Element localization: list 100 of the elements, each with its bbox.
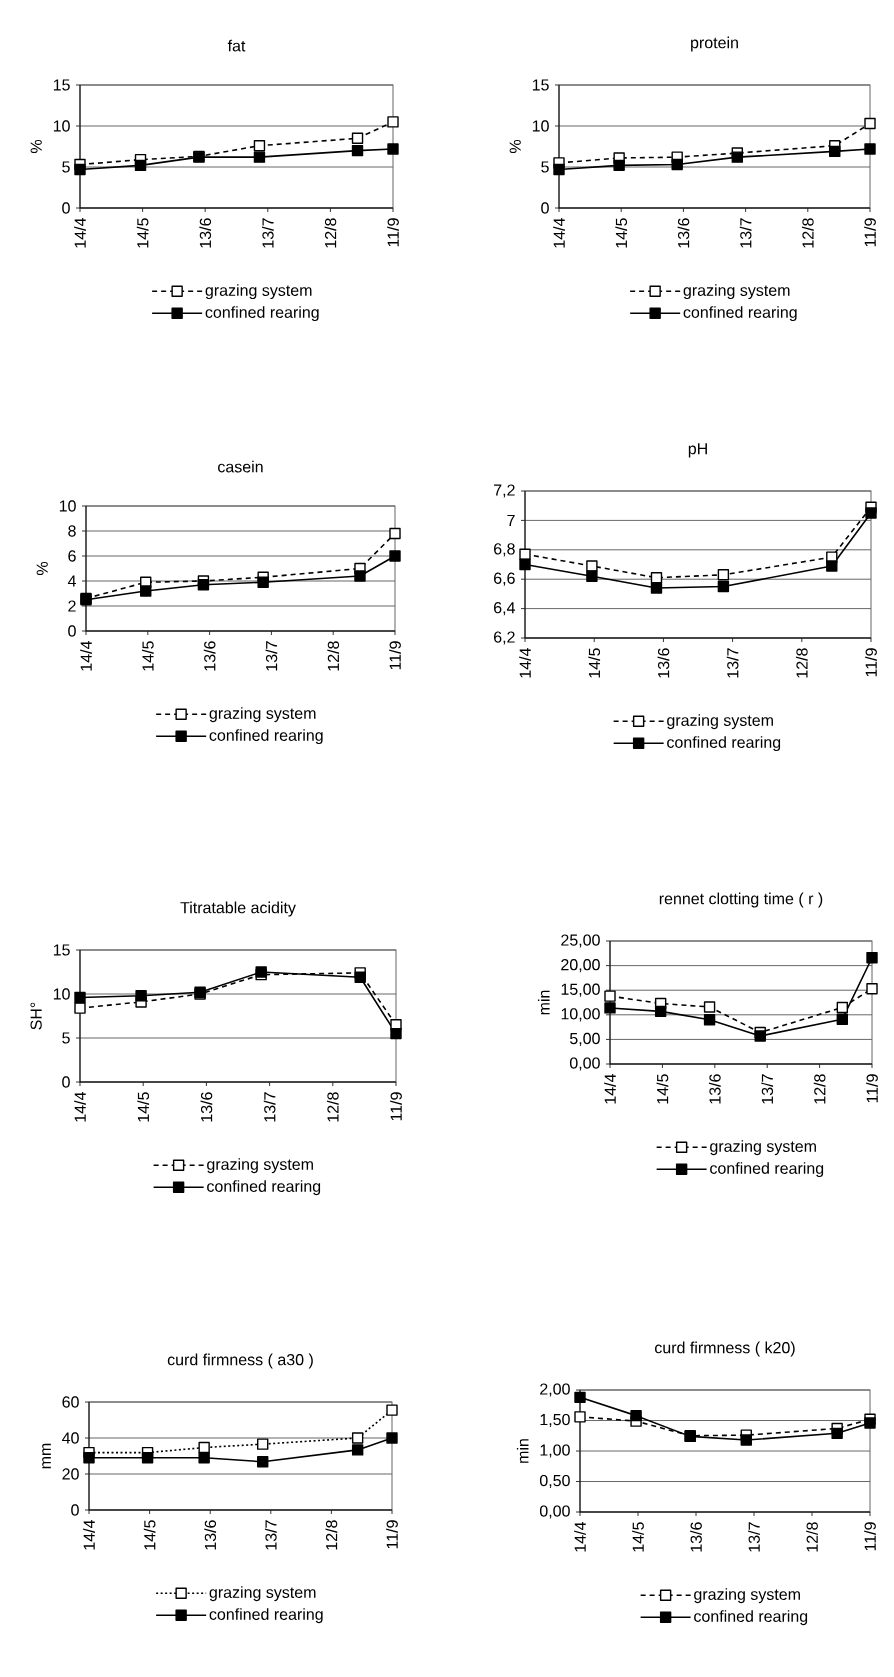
y-tick-label: 60 [62,1396,79,1408]
x-tick-label: 12/8 [327,641,340,671]
x-tick-label: 14/4 [604,1074,616,1104]
x-tick-label: 13/6 [200,1092,213,1122]
x-tick-label: 14/5 [615,218,628,248]
y-tick-label: 8 [68,525,76,537]
legend-label: grazing system [209,1586,316,1602]
x-tick-label: 14/4 [574,1522,586,1552]
y-tick-label: 10 [53,988,70,1000]
y-tick-label: 15,00 [561,983,600,997]
y-tick-label: 10 [532,120,549,132]
x-tick-label: 12/8 [806,1522,818,1552]
y-tick-label: 40 [62,1432,79,1444]
x-tick-label: 11/9 [864,1522,876,1551]
x-tick-label: 14/5 [141,641,154,671]
y-axis-title: % [30,139,42,154]
x-tick-label: 14/5 [656,1074,669,1104]
x-tick-label: 12/8 [325,1520,338,1550]
chart-title: curd firmness ( k20) [655,1341,795,1357]
legend-label: confined rearing [694,1610,808,1626]
x-tick-label: 12/8 [801,218,814,248]
y-tick-label: 6,6 [494,572,515,586]
y-tick-label: 4 [67,575,76,587]
x-tick-label: 11/9 [866,1074,878,1103]
y-tick-label: 0,00 [539,1505,570,1519]
x-tick-label: 13/6 [203,641,216,671]
x-tick-label: 14/5 [136,218,149,248]
x-tick-label: 12/8 [324,218,337,248]
x-tick-label: 13/7 [748,1522,760,1552]
y-tick-label: 6,4 [494,602,515,616]
x-tick-label: 11/9 [390,1092,402,1121]
x-tick-label: 14/4 [74,1092,86,1122]
y-axis-title: % [36,561,48,576]
x-tick-label: 12/8 [795,648,808,678]
y-tick-label: 0,00 [569,1057,600,1071]
y-tick-label: 15 [532,79,549,91]
y-tick-label: 0 [541,202,549,214]
y-tick-label: 10 [59,500,76,512]
y-axis-title: mm [42,1443,51,1469]
y-tick-label: 15 [53,79,70,91]
chart-title: rennet clotting time ( r ) [659,892,823,908]
x-tick-label: 14/4 [80,641,92,671]
x-tick-label: 13/7 [739,218,752,248]
y-tick-label: 2 [68,600,76,612]
x-tick-label: 13/6 [204,1520,217,1550]
x-tick-label: 13/7 [726,648,739,678]
legend-label: confined rearing [683,306,797,322]
legend-label: confined rearing [667,736,781,752]
x-tick-label: 12/8 [813,1074,826,1104]
chart-title: fat [227,39,246,52]
x-tick-label: 13/7 [263,1092,276,1122]
x-tick-label: 13/6 [199,218,212,248]
y-tick-label: 0 [71,1504,79,1516]
x-tick-label: 12/8 [326,1092,339,1122]
legend-label: grazing system [205,284,312,300]
y-tick-label: 25,00 [561,934,600,948]
y-tick-label: 5 [62,161,70,173]
y-tick-label: 6,2 [494,631,515,645]
x-tick-label: 13/6 [690,1522,702,1552]
y-tick-label: 0,50 [539,1474,570,1489]
y-tick-label: 2,00 [540,1383,570,1397]
x-tick-label: 14/4 [83,1520,95,1550]
legend-label: grazing system [209,707,316,723]
x-tick-label: 13/6 [677,218,690,248]
x-tick-label: 11/9 [389,641,401,670]
y-tick-label: 6 [68,550,76,562]
chart-title: casein [218,460,263,473]
x-tick-label: 13/7 [261,218,274,248]
y-axis-title: min [516,1439,529,1463]
legend-label: grazing system [667,714,773,730]
y-tick-label: 5 [62,1032,70,1044]
y-axis-title: SH° [30,1002,42,1030]
y-tick-label: 1,50 [540,1413,570,1428]
x-tick-label: 11/9 [387,218,399,247]
y-tick-label: 20 [62,1468,79,1480]
legend-label: confined rearing [710,1162,824,1178]
chart-title: protein [691,36,738,52]
x-tick-label: 14/5 [588,648,601,678]
y-tick-label: 7,2 [494,484,515,498]
y-tick-label: 10 [53,120,70,132]
y-tick-label: 1,00 [540,1444,570,1458]
y-tick-label: 20,00 [561,959,600,973]
x-tick-label: 13/6 [657,648,670,678]
y-tick-label: 0 [62,1076,70,1088]
legend-label: grazing system [207,1158,313,1174]
y-tick-label: 5,00 [569,1032,600,1047]
y-tick-label: 6,8 [494,543,515,557]
legend-label: confined rearing [205,306,319,322]
legend-label: confined rearing [207,1180,321,1196]
x-tick-label: 13/6 [708,1074,721,1104]
x-tick-label: 14/4 [74,218,86,248]
x-tick-label: 14/5 [143,1520,156,1550]
legend-label: grazing system [683,284,790,300]
x-tick-label: 14/4 [519,648,531,678]
y-tick-label: 0 [68,625,76,637]
chart-title: curd firmness ( a30 ) [167,1353,313,1369]
x-tick-label: 13/7 [761,1074,774,1104]
y-tick-label: 10,00 [561,1008,600,1022]
x-tick-label: 11/9 [386,1520,398,1549]
legend-label: confined rearing [209,729,323,745]
